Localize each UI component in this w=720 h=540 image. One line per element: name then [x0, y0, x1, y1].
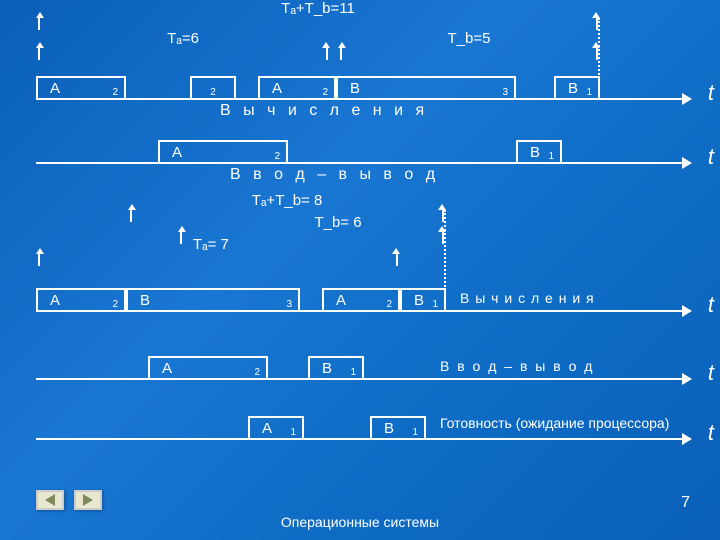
axis: [36, 162, 684, 164]
timeline-block: A2: [322, 288, 400, 310]
block-sub: 3: [286, 299, 292, 310]
block-label: A: [50, 292, 60, 309]
timeline-block: B1: [516, 140, 562, 162]
bracket-mid-right-label: T_b= 6: [314, 214, 361, 231]
block-label: A: [172, 144, 182, 161]
block-sub: 2: [112, 87, 118, 98]
axis-label: t: [708, 292, 714, 318]
block-sub: 1: [290, 427, 296, 438]
block-sub: 2: [112, 299, 118, 310]
timeline-5-desc: Готовность (ожидание процессора): [440, 415, 669, 431]
bracket-mid-left: Tₐ= 7: [38, 254, 398, 266]
timeline-4-desc: В в о д – в ы в о д: [440, 358, 594, 374]
bracket-top-left: Tₐ=6: [38, 48, 328, 60]
bracket-top-full: Tₐ+T_b=11: [38, 18, 598, 30]
timeline-block: A2: [36, 288, 126, 310]
bracket-top-right: T_b=5: [340, 48, 598, 60]
timeline-3-desc: В ы ч и с л е н и я: [460, 290, 595, 306]
axis: [36, 310, 684, 312]
timeline-block: A2: [158, 140, 288, 162]
timeline-2-desc: В в о д – в ы в о д: [230, 166, 439, 184]
timeline-block: A2: [258, 76, 336, 98]
block-label: B: [414, 292, 424, 309]
block-sub: 1: [412, 427, 418, 438]
timeline-block: A1: [248, 416, 304, 438]
bracket-top-left-label: Tₐ=6: [167, 30, 199, 47]
block-sub: 1: [586, 87, 592, 98]
timeline-block: B3: [336, 76, 516, 98]
chevron-right-icon: [83, 494, 93, 506]
bracket-mid-left-label: Tₐ= 7: [193, 236, 229, 253]
arrow-icon: [682, 433, 692, 445]
timeline-block: B1: [370, 416, 426, 438]
bracket-mid-full-label: Tₐ+T_b= 8: [252, 192, 323, 209]
block-label: B: [384, 420, 394, 437]
axis-label: t: [708, 420, 714, 446]
axis: [36, 98, 684, 100]
bracket-top-right-label: T_b=5: [448, 30, 491, 47]
block-label: A: [162, 360, 172, 377]
bracket-top-full-label: Tₐ+T_b=11: [281, 0, 355, 17]
axis-label: t: [708, 144, 714, 170]
arrow-icon: [682, 157, 692, 169]
arrow-icon: [682, 373, 692, 385]
nav-controls: [36, 490, 102, 510]
timeline-block: 2: [190, 76, 236, 98]
block-sub: 2: [386, 299, 392, 310]
block-sub: 1: [432, 299, 438, 310]
block-label: A: [50, 80, 60, 97]
timeline-2: t: [0, 134, 720, 164]
timeline-block: B3: [126, 288, 300, 310]
block-label: A: [336, 292, 346, 309]
slide-number: 7: [681, 494, 690, 512]
chevron-left-icon: [45, 494, 55, 506]
arrow-icon: [682, 93, 692, 105]
arrow-icon: [682, 305, 692, 317]
block-sub: 1: [548, 151, 554, 162]
next-button[interactable]: [74, 490, 102, 510]
timeline-block: B1: [400, 288, 446, 310]
timeline-block: A2: [36, 76, 126, 98]
footer-text: Операционные системы: [0, 514, 720, 530]
block-sub: 2: [274, 151, 280, 162]
block-label: A: [262, 420, 272, 437]
axis-label: t: [708, 80, 714, 106]
block-label: B: [350, 80, 360, 97]
block-label: B: [140, 292, 150, 309]
block-label: B: [568, 80, 578, 97]
block-label: A: [272, 80, 282, 97]
timeline-block: B1: [554, 76, 600, 98]
block-sub: 2: [322, 87, 328, 98]
axis: [36, 438, 684, 440]
bracket-mid-full: Tₐ+T_b= 8: [130, 210, 444, 222]
timeline-block: B1: [308, 356, 364, 378]
axis-label: t: [708, 360, 714, 386]
timeline-block: A2: [148, 356, 268, 378]
block-sub: 1: [350, 367, 356, 378]
block-sub: 2: [210, 87, 216, 98]
prev-button[interactable]: [36, 490, 64, 510]
block-sub: 2: [254, 367, 260, 378]
timeline-1-desc: В ы ч и с л е н и я: [220, 102, 428, 120]
block-label: B: [530, 144, 540, 161]
block-label: B: [322, 360, 332, 377]
block-sub: 3: [502, 87, 508, 98]
axis: [36, 378, 684, 380]
